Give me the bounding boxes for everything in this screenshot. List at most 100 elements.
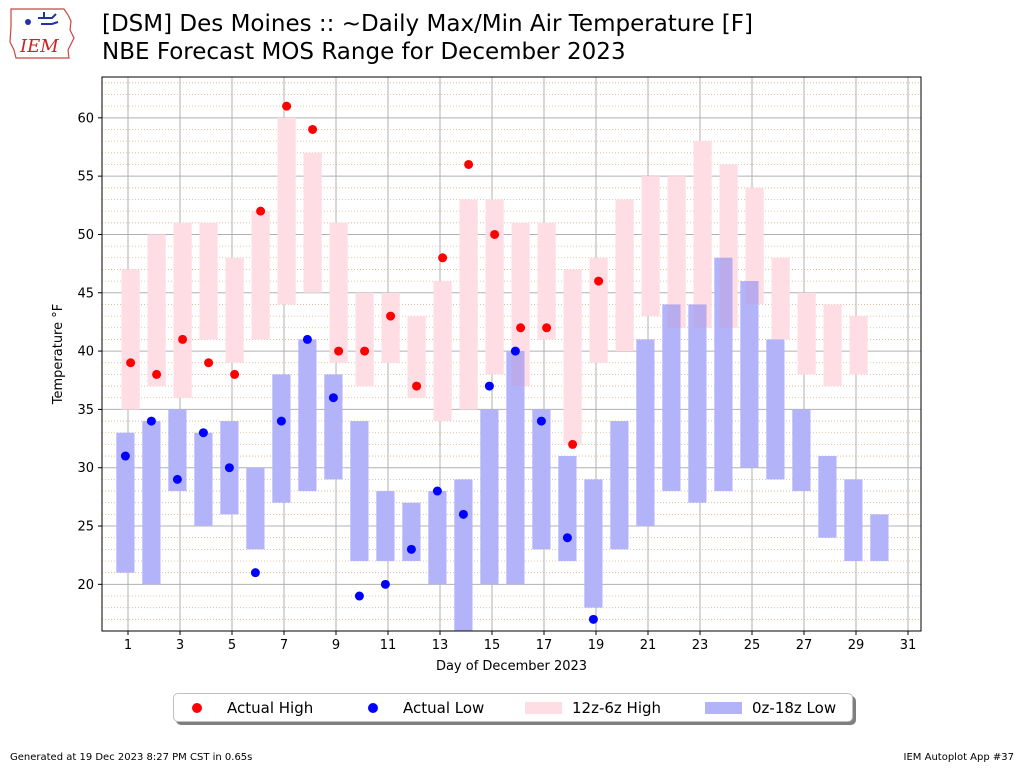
iem-logo: IEM	[9, 8, 75, 59]
x-tick-label: 31	[900, 638, 917, 653]
high-range-bars	[121, 117, 868, 445]
x-tick-label: 27	[796, 638, 813, 653]
y-tick-label: 35	[77, 403, 94, 418]
low-range-bar	[870, 514, 889, 562]
actual-high-point	[568, 439, 578, 449]
y-tick-label: 50	[77, 228, 94, 243]
overlap-bar	[667, 304, 681, 328]
low-range-bar	[636, 339, 655, 527]
high-range-bar	[199, 222, 218, 340]
temperature-range-chart: 1 3 5 7 9 11 13 15 17 19 21 23 25 27 29 31 202530354045…	[51, 76, 922, 674]
low-range-bar	[246, 467, 265, 550]
high-range-bar	[225, 257, 244, 363]
x-tick-label: 11	[380, 638, 397, 653]
high-range-bar	[615, 199, 634, 352]
legend-label: Actual Low	[403, 698, 485, 717]
actual-low-point	[588, 614, 598, 624]
actual-high-point	[204, 358, 214, 368]
low-range-bar	[142, 421, 161, 585]
actual-high-point	[152, 369, 162, 379]
overlap-bar	[719, 257, 733, 328]
low-range-bar	[844, 479, 863, 562]
legend-label: Actual High	[227, 698, 314, 717]
legend-item-low-range: 0z-18z Low	[705, 694, 836, 721]
chart-title: [DSM] Des Moines :: ~Daily Max/Min Air T…	[102, 10, 753, 66]
actual-high-point	[386, 311, 396, 321]
actual-low-point	[224, 463, 234, 473]
x-tick-label: 23	[692, 638, 709, 653]
x-tick-label: 21	[640, 638, 657, 653]
x-tick-label: 15	[484, 638, 501, 653]
actual-low-point	[432, 486, 442, 496]
overlap-bar	[693, 304, 707, 328]
actual-low-point	[406, 544, 416, 554]
actual-high-point	[464, 159, 474, 169]
low-range-bar	[740, 281, 759, 468]
actual-high-point	[126, 358, 136, 368]
y-axis-label: Temperature °F	[51, 304, 66, 405]
footer-app: IEM Autoplot App #37	[903, 752, 1014, 763]
low-range-bar	[766, 339, 785, 480]
actual-high-point	[308, 124, 318, 134]
high-range-bar	[251, 211, 270, 340]
actual-low-point	[354, 591, 364, 601]
actual-high-point	[542, 323, 552, 333]
low-range-bar	[792, 409, 811, 492]
high-range-bar	[485, 199, 504, 375]
low-range-bar	[376, 491, 395, 562]
actual-high-point	[334, 346, 344, 356]
high-range-bar	[173, 222, 192, 398]
high-range-bar	[329, 222, 348, 363]
y-tick-label: 40	[77, 345, 94, 360]
x-tick-label: 17	[536, 638, 553, 653]
low-range-bar	[402, 502, 421, 562]
low-range-bar	[428, 491, 447, 585]
high-range-bar	[797, 292, 816, 375]
footer-generated: Generated at 19 Dec 2023 8:27 PM CST in …	[10, 752, 253, 763]
actual-low-point	[484, 381, 494, 391]
title-line-1: [DSM] Des Moines :: ~Daily Max/Min Air T…	[102, 11, 753, 37]
x-tick-label: 13	[432, 638, 449, 653]
actual-high-point	[516, 323, 526, 333]
high-range-bar	[537, 222, 556, 340]
actual-low-point	[510, 346, 520, 356]
high-range-swatch-icon	[525, 701, 562, 714]
actual-high-point	[178, 334, 188, 344]
title-line-2: NBE Forecast MOS Range for December 2023	[102, 39, 626, 65]
actual-low-point	[380, 579, 390, 589]
high-range-bar	[589, 257, 608, 363]
high-range-bar	[303, 152, 322, 293]
y-axis: 20 25 30 35 40 45 50 55 60	[77, 111, 102, 593]
actual-high-point	[490, 229, 500, 239]
high-range-bar	[459, 199, 478, 410]
actual-low-point	[276, 416, 286, 426]
actual-low-marker-icon	[368, 702, 378, 713]
low-range-bar	[584, 479, 603, 608]
y-tick-label: 55	[77, 170, 94, 185]
actual-low-point	[120, 451, 130, 461]
low-range-bar	[662, 304, 681, 492]
actual-high-point	[594, 276, 604, 286]
low-range-bar	[454, 479, 473, 631]
high-range-bar	[563, 269, 582, 445]
x-tick-label: 3	[176, 638, 184, 653]
low-range-bar	[168, 409, 187, 492]
x-axis: 1 3 5 7 9 11 13 15 17 19 21 23 25 27 29 31	[124, 631, 916, 653]
actual-high-point	[412, 381, 422, 391]
actual-high-point	[256, 206, 266, 216]
x-tick-label: 7	[280, 638, 288, 653]
legend-item-actual-low: Actual Low	[368, 694, 484, 721]
low-range-bar	[324, 374, 343, 480]
actual-high-point	[230, 369, 240, 379]
logo-text: IEM	[19, 36, 59, 57]
y-tick-label: 60	[77, 111, 94, 126]
high-range-bar	[849, 316, 868, 375]
low-range-bar	[298, 339, 317, 492]
y-tick-label: 25	[77, 520, 94, 535]
high-range-bar	[693, 141, 712, 328]
legend-item-actual-high: Actual High	[192, 694, 313, 721]
actual-low-point	[302, 334, 312, 344]
actual-low-point	[562, 533, 572, 543]
x-tick-label: 1	[124, 638, 132, 653]
overlap-bar	[745, 281, 759, 305]
